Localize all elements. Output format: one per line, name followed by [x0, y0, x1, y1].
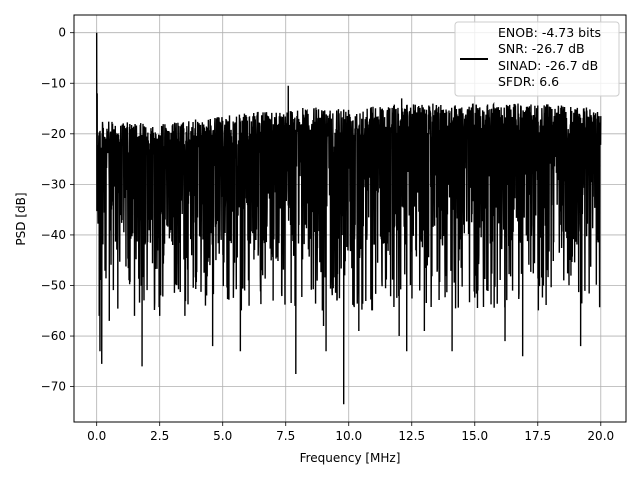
legend-line-enob: ENOB: -4.73 bits — [498, 25, 601, 40]
x-tick-label: 17.5 — [524, 429, 551, 443]
y-axis: 0 −10 −20 −30 −40 −50 −60 −70 — [41, 26, 74, 394]
x-tick-label: 2.5 — [150, 429, 169, 443]
y-tick-label: −40 — [41, 228, 66, 242]
y-tick-label: −30 — [41, 177, 66, 191]
x-tick-label: 15.0 — [461, 429, 488, 443]
legend: ENOB: -4.73 bits SNR: -26.7 dB SINAD: -2… — [454, 21, 620, 97]
x-tick-label: 7.5 — [276, 429, 295, 443]
plot-frame — [73, 14, 627, 423]
x-tick-label: 0.0 — [87, 429, 106, 443]
legend-line-snr: SNR: -26.7 dB — [498, 41, 585, 56]
legend-line-sfdr: SFDR: 6.6 — [498, 74, 559, 89]
x-axis: 0.0 2.5 5.0 7.5 10.0 12.5 15.0 17.5 20.0 — [87, 422, 614, 443]
x-tick-label: 10.0 — [335, 429, 362, 443]
x-tick-label: 12.5 — [398, 429, 425, 443]
y-tick-label: −70 — [41, 380, 66, 394]
y-tick-label: −50 — [41, 278, 66, 292]
x-tick-label: 5.0 — [213, 429, 232, 443]
legend-box — [454, 21, 620, 97]
y-tick-label: 0 — [58, 26, 66, 40]
x-axis-label: Frequency [MHz] — [300, 451, 401, 465]
x-tick-label: 20.0 — [587, 429, 614, 443]
y-axis-label: PSD [dB] — [14, 192, 28, 245]
y-tick-label: −20 — [41, 127, 66, 141]
psd-series — [95, 32, 602, 405]
psd-trace — [95, 32, 602, 405]
legend-line-sinad: SINAD: -26.7 dB — [498, 58, 598, 73]
y-tick-label: −10 — [41, 76, 66, 90]
y-tick-label: −60 — [41, 329, 66, 343]
